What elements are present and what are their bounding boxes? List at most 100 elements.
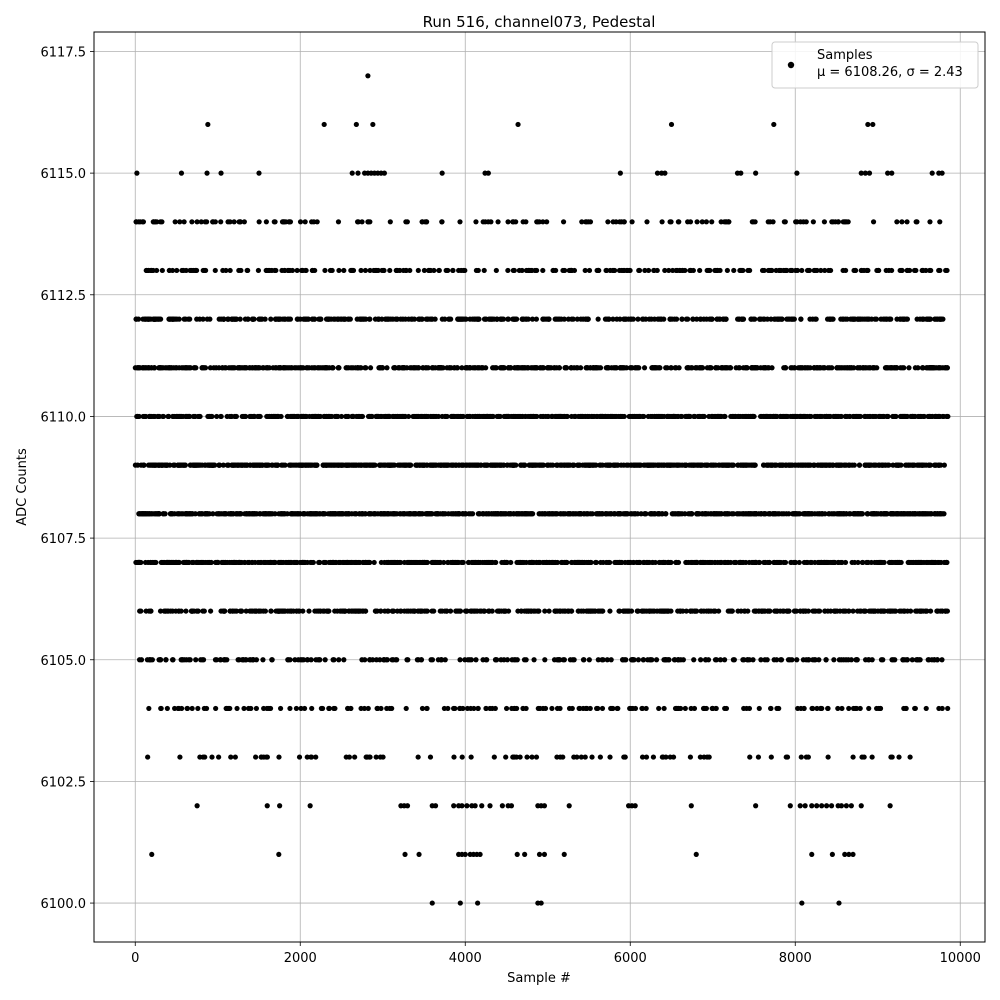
data-point bbox=[483, 705, 489, 712]
data-point bbox=[303, 316, 309, 322]
data-point bbox=[945, 705, 951, 712]
data-point bbox=[577, 511, 583, 517]
data-point bbox=[508, 413, 514, 420]
data-point bbox=[301, 705, 308, 712]
data-point bbox=[343, 365, 349, 371]
data-point bbox=[639, 705, 645, 712]
data-point bbox=[543, 413, 549, 420]
data-point bbox=[241, 705, 247, 712]
data-point bbox=[405, 413, 412, 420]
data-point bbox=[168, 511, 175, 517]
data-point bbox=[381, 657, 387, 663]
data-point bbox=[628, 316, 634, 322]
data-point bbox=[547, 559, 553, 566]
data-point bbox=[762, 559, 769, 566]
data-point bbox=[800, 657, 806, 663]
data-point bbox=[654, 462, 661, 468]
data-point bbox=[269, 462, 276, 468]
data-point bbox=[862, 462, 868, 468]
data-point bbox=[828, 511, 835, 517]
data-point bbox=[799, 900, 805, 906]
data-point bbox=[698, 316, 704, 322]
data-point bbox=[450, 705, 457, 712]
data-point bbox=[723, 705, 730, 712]
data-point bbox=[849, 462, 855, 468]
data-point bbox=[394, 316, 400, 322]
data-point bbox=[187, 365, 194, 371]
data-point bbox=[301, 511, 307, 517]
data-point bbox=[404, 511, 410, 517]
data-point bbox=[585, 559, 591, 566]
data-point bbox=[688, 559, 694, 566]
data-point bbox=[746, 705, 753, 712]
data-point bbox=[348, 608, 354, 614]
data-point bbox=[345, 413, 351, 420]
data-point bbox=[277, 705, 284, 712]
data-point bbox=[392, 559, 398, 566]
data-point bbox=[416, 511, 422, 517]
data-point bbox=[730, 462, 736, 468]
data-point bbox=[536, 851, 543, 858]
data-point bbox=[155, 511, 161, 517]
data-point bbox=[661, 705, 667, 712]
data-point bbox=[756, 608, 762, 614]
data-point bbox=[602, 413, 609, 420]
data-point bbox=[706, 413, 712, 420]
data-point bbox=[860, 559, 866, 566]
data-point bbox=[344, 462, 350, 468]
data-point bbox=[631, 511, 637, 517]
data-point bbox=[511, 462, 517, 468]
data-point bbox=[752, 559, 758, 566]
data-point bbox=[263, 754, 269, 760]
data-point bbox=[894, 316, 900, 322]
data-point bbox=[293, 705, 300, 712]
data-point bbox=[221, 657, 228, 663]
data-point bbox=[652, 365, 658, 371]
data-point bbox=[172, 462, 178, 468]
data-point bbox=[243, 365, 250, 371]
data-point bbox=[213, 365, 219, 371]
data-point bbox=[444, 462, 451, 468]
data-point bbox=[612, 559, 618, 566]
data-point bbox=[648, 511, 655, 517]
data-point bbox=[847, 511, 853, 517]
data-point bbox=[448, 316, 454, 322]
data-point bbox=[869, 316, 875, 322]
data-point bbox=[243, 608, 249, 614]
data-point bbox=[664, 608, 670, 614]
data-point bbox=[797, 413, 803, 420]
data-point bbox=[175, 705, 181, 712]
data-point bbox=[540, 559, 546, 566]
data-point bbox=[237, 559, 243, 566]
data-point bbox=[817, 608, 823, 614]
data-point bbox=[566, 803, 572, 809]
data-point bbox=[729, 511, 735, 517]
data-point bbox=[474, 413, 481, 420]
data-point bbox=[349, 559, 355, 566]
data-point bbox=[442, 657, 448, 663]
data-point bbox=[152, 316, 158, 322]
data-point bbox=[427, 754, 434, 760]
data-point bbox=[688, 705, 694, 712]
data-point bbox=[343, 754, 349, 760]
data-point bbox=[403, 462, 409, 468]
data-point bbox=[771, 559, 777, 566]
data-point bbox=[795, 705, 801, 712]
data-point bbox=[145, 316, 151, 322]
data-point bbox=[622, 316, 629, 322]
data-point bbox=[424, 511, 430, 517]
data-point bbox=[532, 608, 538, 614]
data-point bbox=[201, 608, 207, 614]
data-point bbox=[786, 608, 792, 614]
data-point bbox=[558, 559, 565, 566]
data-point bbox=[592, 559, 599, 566]
data-point bbox=[555, 413, 561, 420]
data-point bbox=[685, 316, 691, 322]
data-point bbox=[697, 462, 703, 468]
data-point bbox=[843, 803, 850, 809]
data-point bbox=[431, 608, 437, 614]
data-point bbox=[916, 413, 922, 420]
data-point bbox=[628, 365, 634, 371]
data-point bbox=[192, 413, 198, 420]
data-point bbox=[213, 705, 219, 712]
